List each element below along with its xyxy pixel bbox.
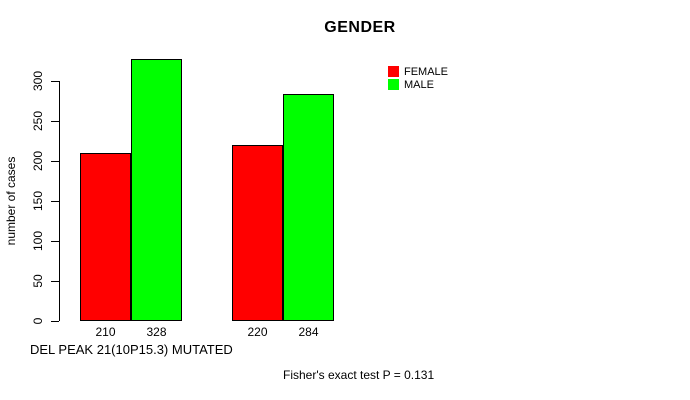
legend: FEMALE MALE <box>388 65 448 91</box>
y-tick-label: 200 <box>31 150 45 172</box>
y-tick-mark <box>51 281 59 282</box>
legend-label: MALE <box>404 78 434 91</box>
bar-value-label: 328 <box>146 325 167 339</box>
y-axis-title: number of cases <box>4 156 18 246</box>
bar-male-group2 <box>283 94 334 321</box>
y-axis-line <box>59 81 60 321</box>
y-tick-mark <box>51 121 59 122</box>
y-tick-label: 300 <box>31 70 45 92</box>
legend-swatch-icon <box>388 66 399 77</box>
bar-value-label: 284 <box>298 325 319 339</box>
bar-female-group1 <box>80 153 131 321</box>
legend-swatch-icon <box>388 79 399 90</box>
y-tick-label: 150 <box>31 190 45 212</box>
bar-male-group1 <box>131 59 182 321</box>
x-axis-label: DEL PEAK 21(10P15.3) MUTATED <box>30 342 233 357</box>
y-tick-label: 50 <box>31 274 45 288</box>
bar-value-label: 220 <box>247 325 268 339</box>
y-tick-mark <box>51 201 59 202</box>
legend-label: FEMALE <box>404 65 449 78</box>
y-tick-label: 0 <box>31 317 45 325</box>
annotation-text: Fisher's exact test P = 0.131 <box>283 368 435 382</box>
bar-female-group2 <box>232 145 283 321</box>
y-tick-label: 250 <box>31 110 45 132</box>
y-tick-mark <box>51 321 59 322</box>
bar-value-label: 210 <box>95 325 116 339</box>
legend-item-male: MALE <box>388 78 448 91</box>
legend-item-female: FEMALE <box>388 65 448 78</box>
y-tick-mark <box>51 241 59 242</box>
y-tick-mark <box>51 161 59 162</box>
chart-title: GENDER <box>324 19 396 36</box>
y-tick-label: 100 <box>31 230 45 252</box>
y-tick-mark <box>51 81 59 82</box>
